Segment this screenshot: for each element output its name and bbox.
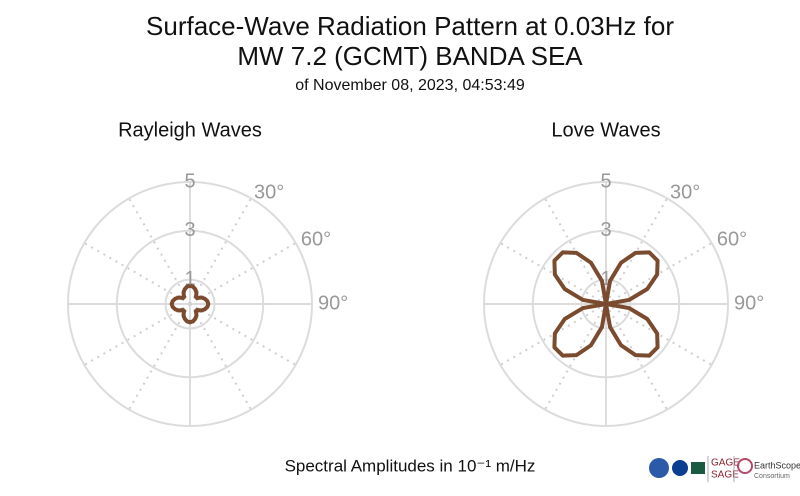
polar-chart: Love Waves 1 3 5 30° 60° 90° (483, 119, 764, 427)
theta-tick-label: 30° (670, 181, 700, 203)
logo-text: EarthScope (754, 460, 800, 470)
r-tick-label: 5 (184, 170, 195, 192)
pattern-line (169, 283, 211, 325)
theta-tick-label: 60° (301, 228, 331, 250)
logo-usgs (691, 462, 705, 474)
theta-tick-label: 60° (717, 228, 747, 250)
pattern-line (552, 250, 660, 358)
chart-title: Love Waves (551, 119, 660, 141)
logo-text: Consortium (754, 473, 790, 480)
title: MW 7.2 (GCMT) BANDA SEA (237, 41, 583, 71)
logo-text: GAGE (711, 458, 740, 469)
title: Surface-Wave Radiation Pattern at 0.03Hz… (146, 11, 674, 41)
grid-ring (115, 229, 265, 379)
grid-ring (531, 229, 681, 379)
logo-text: SAGE (711, 470, 739, 481)
r-tick-label: 3 (600, 219, 611, 241)
chart-title: Rayleigh Waves (118, 119, 262, 141)
logo-nasa (672, 460, 688, 476)
theta-tick-label: 90° (734, 292, 764, 314)
theta-tick-label: 30° (254, 181, 284, 203)
grid-ring (483, 181, 729, 427)
r-tick-label: 1 (184, 268, 195, 290)
grid-ring (164, 278, 216, 330)
r-tick-label: 5 (600, 170, 611, 192)
grid-ring (67, 181, 313, 427)
r-tick-label: 1 (600, 268, 611, 290)
grid-ring (580, 278, 632, 330)
r-tick-label: 3 (184, 219, 195, 241)
logo-earthscope-mark (737, 458, 753, 474)
polar-chart: Rayleigh Waves 1 3 5 30° 60° 90° (67, 119, 348, 427)
logos: GAGE SAGE EarthScope Consortium (649, 456, 800, 482)
theta-tick-label: 90° (318, 292, 348, 314)
subtitle: of November 08, 2023, 04:53:49 (295, 77, 525, 94)
caption: Spectral Amplitudes in 10⁻¹ m/Hz (285, 456, 536, 475)
logo-nsf (649, 458, 669, 478)
